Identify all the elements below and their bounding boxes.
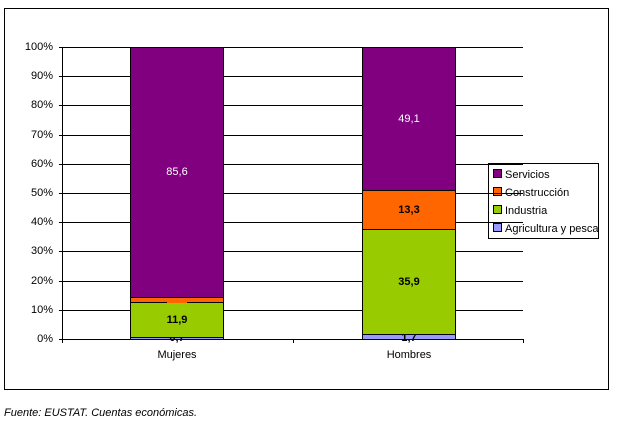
y-tick-label: 60% bbox=[30, 158, 53, 170]
gridline bbox=[59, 251, 523, 252]
data-label: 85,6 bbox=[166, 166, 188, 178]
gridline bbox=[59, 76, 523, 77]
legend-swatch-icon bbox=[493, 187, 502, 196]
data-label: 13,3 bbox=[398, 204, 420, 216]
bar-segment-construcción bbox=[362, 190, 456, 230]
gridline bbox=[59, 105, 523, 106]
legend-item-agricultura: Agricultura y pesca bbox=[493, 223, 599, 235]
y-tick-label: 80% bbox=[30, 99, 53, 111]
legend-swatch-icon bbox=[493, 223, 502, 232]
legend-swatch-icon bbox=[493, 169, 502, 178]
data-label: 11,9 bbox=[166, 314, 188, 326]
x-category-label: Mujeres bbox=[157, 349, 197, 361]
gridline bbox=[59, 222, 523, 223]
gridline bbox=[59, 47, 523, 48]
y-tick-label: 50% bbox=[30, 187, 53, 199]
y-tick-label: 0% bbox=[37, 333, 53, 345]
data-label: 35,9 bbox=[398, 276, 420, 288]
legend-label: Servicios bbox=[505, 169, 550, 181]
y-axis bbox=[62, 47, 63, 339]
gridline bbox=[59, 281, 523, 282]
bar-segment-industria bbox=[130, 302, 224, 338]
gridline bbox=[59, 310, 523, 311]
y-tick-label: 10% bbox=[30, 304, 53, 316]
legend-item-industria: Industria bbox=[493, 205, 547, 217]
legend: Servicios Construcción Industria Agricul… bbox=[488, 163, 599, 239]
y-tick-label: 30% bbox=[30, 245, 53, 257]
bar-segment-servicios bbox=[130, 47, 224, 298]
x-category-label: Hombres bbox=[386, 349, 432, 361]
legend-label: Industria bbox=[505, 205, 548, 217]
data-label: 49,1 bbox=[398, 113, 420, 125]
legend-label: Agricultura y pesca bbox=[505, 223, 599, 235]
bar-segment-servicios bbox=[362, 47, 456, 191]
data-label: 1,7 bbox=[401, 332, 417, 344]
legend-item-servicios: Servicios bbox=[493, 169, 550, 181]
x-tick bbox=[293, 339, 294, 343]
gridline bbox=[59, 193, 523, 194]
y-tick-label: 20% bbox=[30, 275, 53, 287]
legend-swatch-icon bbox=[493, 205, 502, 214]
source-note: Fuente: EUSTAT. Cuentas económicas. bbox=[4, 407, 197, 419]
x-tick bbox=[523, 339, 524, 343]
gridline bbox=[59, 339, 523, 340]
gridline bbox=[59, 135, 523, 136]
legend-label: Construcción bbox=[505, 187, 570, 199]
legend-item-construccion: Construcción bbox=[493, 187, 569, 199]
y-tick-label: 90% bbox=[30, 70, 53, 82]
x-tick bbox=[62, 339, 63, 343]
y-tick-label: 40% bbox=[30, 216, 53, 228]
gridline bbox=[59, 164, 523, 165]
y-tick-label: 70% bbox=[30, 129, 53, 141]
y-tick-label: 100% bbox=[24, 41, 53, 53]
